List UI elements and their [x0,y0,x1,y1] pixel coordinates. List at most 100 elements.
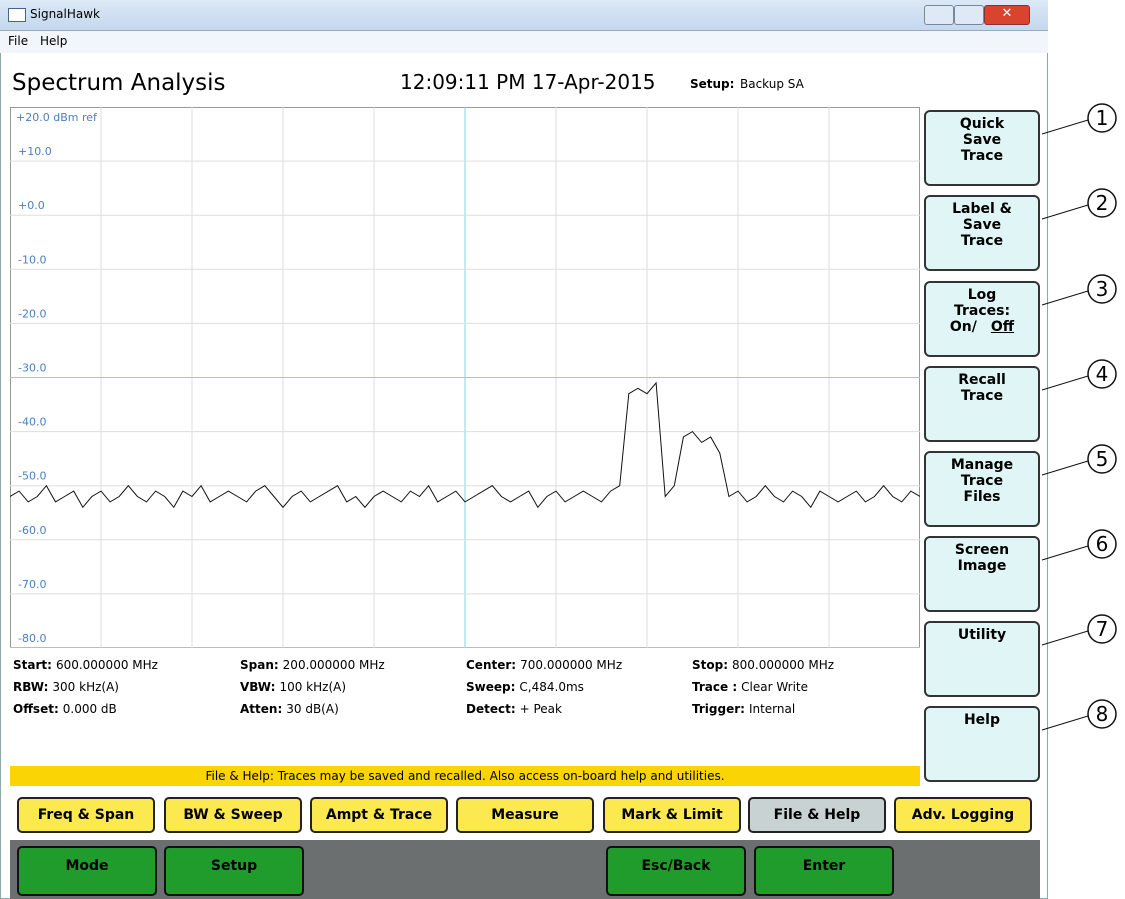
side-button[interactable]: Utility [924,621,1040,697]
readout: Offset: 0.000 dB [13,702,117,716]
menu-bar: File Help [0,31,1048,53]
callout-circle [1087,444,1117,474]
toggle-on: On/ [949,319,977,335]
button-line: Files [963,489,1001,505]
callout-circle [1087,699,1117,729]
button-line: Save [962,132,1002,148]
side-button[interactable]: Screen Image [924,536,1040,612]
y-tick-label: -50.0 [18,470,46,483]
close-button[interactable]: ✕ [984,5,1030,25]
readout: Trigger: Internal [692,702,795,716]
readout-value: 200.000000 MHz [282,658,385,672]
readout-value: + Peak [519,702,562,716]
readout: Stop: 800.000000 MHz [692,658,834,672]
tab-button[interactable]: File & Help [748,797,886,833]
readout: Start: 600.000000 MHz [13,658,158,672]
toggle-row: On/Off [950,319,1014,335]
side-button[interactable]: Manage Trace Files [924,451,1040,527]
readout-value: 30 dB(A) [286,702,339,716]
y-tick-label: -40.0 [18,416,46,429]
callout-number: 3 [1096,277,1109,301]
callout-number: 5 [1096,447,1109,471]
button-line: Log [967,287,997,303]
callouts: 1 2 3 4 5 6 7 8 [1041,103,1117,731]
readout: VBW: 100 kHz(A) [240,680,346,694]
readout-value: 600.000000 MHz [55,658,158,672]
menu-item[interactable]: File [8,34,29,48]
callout-line [1041,119,1089,135]
callout-line [1041,545,1089,561]
window-title: SignalHawk [30,7,101,21]
readout: Sweep: C,484.0ms [466,680,584,694]
side-button[interactable]: Log Traces: On/Off [924,281,1040,357]
tab-button[interactable]: Mark & Limit [603,797,741,833]
callout-number: 6 [1096,532,1109,556]
readout-label: Center: [466,658,517,672]
button-line: Trace [960,233,1004,249]
readout-value: Internal [748,702,796,716]
callout-line [1041,204,1089,220]
maximize-button[interactable] [954,5,984,25]
tab-button[interactable]: Adv. Logging [894,797,1032,833]
side-button[interactable]: Label & Save Trace [924,195,1040,271]
button-line: Trace [960,388,1004,404]
title-bar: SignalHawk ✕ [0,0,1048,31]
bottom-button[interactable]: Enter [754,846,894,896]
readout-label: Detect: [466,702,516,716]
readout-value: 800.000000 MHz [732,658,835,672]
callout-line [1041,715,1089,731]
y-tick-label: -20.0 [18,307,46,320]
minimize-button[interactable] [924,5,954,25]
side-button[interactable]: Help [924,706,1040,782]
callout-number: 8 [1096,702,1109,726]
toggle-off: Off [990,319,1015,335]
readout: RBW: 300 kHz(A) [13,680,119,694]
setup-label: Setup: [690,77,735,91]
menu-item[interactable]: Help [40,34,68,48]
reference-label: +20.0 dBm ref [16,111,98,124]
clock: 12:09:11 PM 17-Apr-2015 [400,70,656,94]
readout-label: Start: [13,658,52,672]
readout-value: 100 kHz(A) [279,680,347,694]
readout-value: Clear Write [741,680,809,694]
readout-label: Atten: [240,702,283,716]
button-line: Trace [960,148,1004,164]
button-line: Save [962,217,1002,233]
callout-circle [1087,614,1117,644]
tab-button[interactable]: Ampt & Trace [310,797,448,833]
readout-label: RBW: [13,680,49,694]
callout-circle [1087,529,1117,559]
screen-title: Spectrum Analysis [12,70,226,96]
bottom-button[interactable]: Mode [17,846,157,896]
trace [10,381,920,509]
tab-button[interactable]: Freq & Span [17,797,155,833]
callout-circle [1087,188,1117,218]
side-button[interactable]: Quick Save Trace [924,110,1040,186]
side-button[interactable]: Recall Trace [924,366,1040,442]
callout-number: 4 [1096,362,1109,386]
callout-line [1041,630,1089,646]
readout: Trace : Clear Write [692,680,808,694]
callout-circle [1087,359,1117,389]
callout-number: 2 [1096,191,1109,215]
readout-label: Offset: [13,702,59,716]
button-line: Help [963,712,1001,728]
y-tick-label: -80.0 [18,632,46,645]
button-line: Screen [954,542,1010,558]
spectrum-plot: +20.0 dBm ref +10.0 +0.0 -10.0 -20.0 -30.0 -4… [10,107,920,648]
tab-button[interactable]: BW & Sweep [164,797,302,833]
readout-value: 700.000000 MHz [520,658,623,672]
tab-button[interactable]: Measure [456,797,594,833]
callout-line [1041,460,1089,476]
button-line: Traces: [953,303,1011,319]
button-line: Trace [960,473,1004,489]
readout: Atten: 30 dB(A) [240,702,339,716]
readout: Detect: + Peak [466,702,562,716]
bottom-button[interactable]: Setup [164,846,304,896]
button-line: Label & [952,201,1012,217]
readout-value: 300 kHz(A) [52,680,119,694]
callout-circle [1087,103,1117,133]
bottom-button[interactable]: Esc/Back [606,846,746,896]
button-line: Recall [958,372,1006,388]
